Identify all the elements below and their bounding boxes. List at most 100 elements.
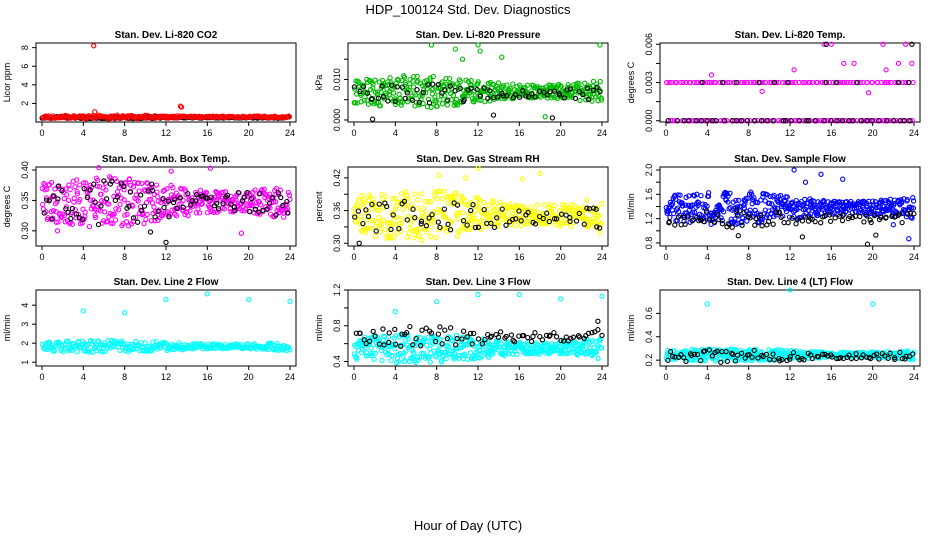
data-point <box>177 195 183 201</box>
data-point <box>525 93 532 100</box>
data-point <box>725 79 731 86</box>
data-point <box>595 213 601 219</box>
data-point <box>108 113 114 119</box>
data-point <box>481 85 488 91</box>
data-point <box>358 213 364 219</box>
data-point <box>74 191 81 197</box>
data-point <box>392 196 398 202</box>
data-point <box>56 183 62 189</box>
data-point <box>870 301 876 307</box>
data-point <box>481 206 487 213</box>
data-point <box>525 209 531 216</box>
data-point <box>742 201 748 207</box>
data-point <box>590 78 597 85</box>
data-point <box>718 206 724 212</box>
data-point <box>123 219 130 225</box>
data-point <box>461 97 467 103</box>
data-point <box>901 118 908 124</box>
x-tick-label: 24 <box>285 128 295 138</box>
data-point <box>48 179 55 186</box>
data-point <box>459 210 466 216</box>
data-point <box>138 192 144 198</box>
data-point <box>541 89 547 95</box>
data-point <box>457 78 464 85</box>
data-point <box>95 177 101 184</box>
data-point <box>423 223 430 229</box>
data-point <box>890 222 896 228</box>
data-point <box>880 41 886 47</box>
data-point <box>598 95 604 101</box>
data-point <box>906 79 912 86</box>
data-point <box>744 118 751 124</box>
data-point <box>87 197 94 203</box>
x-tick-label: 12 <box>785 372 795 382</box>
data-point <box>351 84 358 90</box>
data-point <box>454 233 461 239</box>
data-point <box>357 221 363 227</box>
data-point <box>428 104 434 111</box>
data-point <box>552 222 558 228</box>
y-tick-label: 0.42 <box>332 169 342 187</box>
data-point <box>482 98 488 105</box>
x-tick-label: 16 <box>202 128 212 138</box>
y-tick-label: 0.010 <box>332 68 342 91</box>
data-point <box>388 357 394 364</box>
data-point <box>376 201 382 207</box>
data-point <box>564 85 571 91</box>
data-point <box>135 198 141 204</box>
data-point <box>168 168 174 174</box>
data-point <box>445 221 451 228</box>
data-point <box>836 79 843 86</box>
data-point <box>558 296 564 302</box>
data-point <box>839 217 846 224</box>
data-point <box>823 79 829 86</box>
data-point <box>439 93 445 99</box>
data-point <box>475 165 481 171</box>
data-point <box>228 201 234 207</box>
data-point <box>443 75 449 82</box>
data-point <box>455 216 461 222</box>
data-point <box>384 203 390 210</box>
data-point <box>743 195 749 202</box>
data-point <box>506 204 512 210</box>
data-point <box>404 217 410 223</box>
data-point <box>672 222 678 228</box>
data-point <box>376 207 382 214</box>
data-point <box>135 180 142 186</box>
data-point <box>663 79 670 86</box>
data-point <box>170 185 176 191</box>
data-point <box>448 97 454 103</box>
data-point <box>127 189 134 195</box>
data-point <box>235 189 242 196</box>
data-point <box>365 213 372 220</box>
data-point <box>768 79 775 86</box>
data-point <box>50 215 56 221</box>
data-point <box>858 118 864 124</box>
data-point <box>402 95 408 102</box>
data-point <box>457 227 463 234</box>
data-point <box>528 338 535 345</box>
data-point <box>548 95 555 101</box>
data-point <box>394 84 400 90</box>
data-point <box>828 118 834 124</box>
y-tick-label: 0.36 <box>332 202 342 220</box>
data-point <box>99 198 105 204</box>
data-point <box>447 83 454 89</box>
data-point <box>368 226 374 232</box>
data-point <box>204 291 210 297</box>
data-point <box>207 165 214 171</box>
y-tick-label: 2 <box>20 101 30 106</box>
data-point <box>391 234 397 241</box>
data-point <box>464 222 470 228</box>
data-point <box>876 118 882 124</box>
data-point <box>390 196 396 202</box>
data-point <box>49 216 55 222</box>
data-point <box>439 101 446 107</box>
data-point <box>780 118 787 124</box>
data-point <box>899 219 905 226</box>
data-point <box>59 188 65 194</box>
data-point <box>454 202 461 208</box>
data-point <box>398 102 404 108</box>
data-point <box>749 191 755 197</box>
